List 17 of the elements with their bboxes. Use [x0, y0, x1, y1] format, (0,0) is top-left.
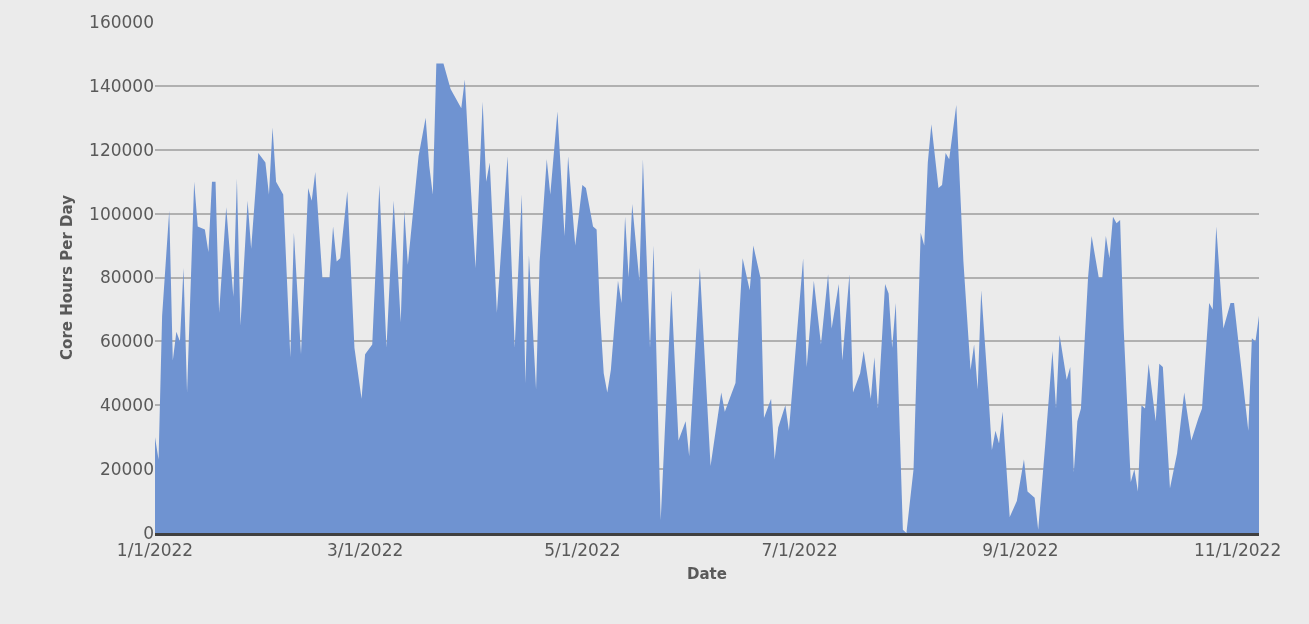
x-tick-label: 3/1/2022: [326, 540, 404, 561]
y-tick-label: 60000: [99, 331, 154, 352]
y-tick-label: 100000: [89, 203, 154, 224]
x-tick-label: 5/1/2022: [544, 540, 621, 561]
x-tick-label: 1/1/2022: [116, 540, 194, 561]
y-axis-title: Core Hours Per Day: [58, 194, 77, 360]
y-tick-label: 40000: [99, 395, 154, 416]
y-tick-label: 0: [143, 522, 154, 543]
y-tick-label: 160000: [89, 11, 154, 32]
y-tick-label: 80000: [99, 267, 154, 288]
x-tick-label: 7/1/2022: [761, 540, 838, 561]
y-tick-label: 140000: [89, 75, 154, 96]
y-tick-label: 20000: [99, 459, 154, 480]
x-tick-label: 9/1/2022: [982, 540, 1059, 561]
y-tick-label: 120000: [89, 139, 154, 160]
x-axis-title: Date: [687, 565, 727, 584]
x-tick-label: 11/1/2022: [1194, 540, 1282, 561]
